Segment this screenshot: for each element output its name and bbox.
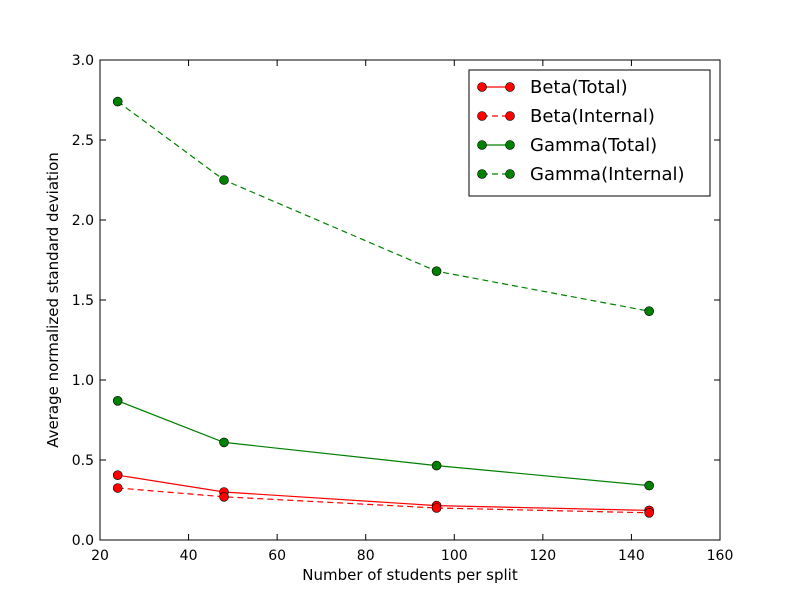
x-tick-label: 20: [91, 548, 109, 564]
data-point: [219, 175, 229, 185]
legend-marker: [477, 169, 487, 179]
series-line: [117, 474, 650, 511]
y-tick-label: 2.0: [72, 213, 94, 229]
data-point: [644, 507, 654, 518]
x-tick-label: 100: [441, 548, 468, 564]
data-point: [112, 96, 123, 107]
legend-entry-gamma-total: Gamma(Total): [477, 135, 657, 156]
series-line: [117, 101, 650, 312]
y-tick-label: 0.0: [72, 533, 94, 549]
series-beta-internal: [112, 483, 654, 518]
x-tick-label: 80: [357, 548, 375, 564]
data-point: [112, 395, 123, 406]
legend-marker: [505, 140, 515, 150]
legend: Beta(Total) Beta(Internal) Gamma(Total) Gam…: [468, 69, 711, 197]
data-point: [112, 470, 123, 481]
y-axis-label: Average normalized standard deviation: [44, 152, 62, 448]
legend-entry-gamma-internal: Gamma(Internal): [477, 164, 685, 185]
legend-marker: [477, 82, 487, 92]
x-tick-label: 60: [268, 548, 286, 564]
data-point: [112, 483, 123, 493]
legend-label: Beta(Internal): [530, 106, 655, 127]
x-tick-label: 160: [707, 548, 734, 564]
series-line: [117, 487, 650, 514]
y-tick-label: 3.0: [72, 53, 94, 69]
legend-entry-beta-internal: Beta(Internal): [477, 106, 655, 127]
series-gamma-internal: [112, 96, 654, 317]
y-tick-label: 1.5: [72, 293, 94, 309]
legend-label: Beta(Total): [530, 77, 628, 98]
x-tick-label: 140: [618, 548, 645, 564]
series-line: [117, 400, 650, 487]
data-point: [431, 503, 442, 513]
legend-marker: [505, 169, 515, 179]
data-point: [644, 306, 654, 317]
legend-entry-beta-total: Beta(Total): [477, 77, 628, 98]
legend-label: Gamma(Internal): [530, 164, 685, 185]
data-point: [644, 480, 654, 491]
x-tick-label: 120: [529, 548, 556, 564]
y-tick-label: 1.0: [72, 373, 94, 389]
x-axis-label: Number of students per split: [302, 566, 518, 584]
data-point: [219, 437, 229, 448]
y-tick-label: 2.5: [72, 133, 94, 149]
y-tick-label: 0.5: [72, 453, 94, 469]
ticks-layer: 20 40 60 80 100 120 140 160 0.0 0.5 1.0 1.5 2.0 2.5 3.…: [72, 53, 734, 564]
data-point: [431, 266, 442, 277]
x-tick-label: 40: [180, 548, 198, 564]
series-layer: [112, 96, 654, 518]
series-gamma-total: [112, 395, 654, 491]
legend-marker: [477, 140, 487, 150]
legend-marker: [505, 111, 515, 121]
legend-marker: [477, 111, 487, 121]
data-point: [219, 491, 229, 502]
data-point: [431, 460, 442, 471]
legend-marker: [505, 82, 515, 92]
legend-label: Gamma(Total): [530, 135, 657, 156]
